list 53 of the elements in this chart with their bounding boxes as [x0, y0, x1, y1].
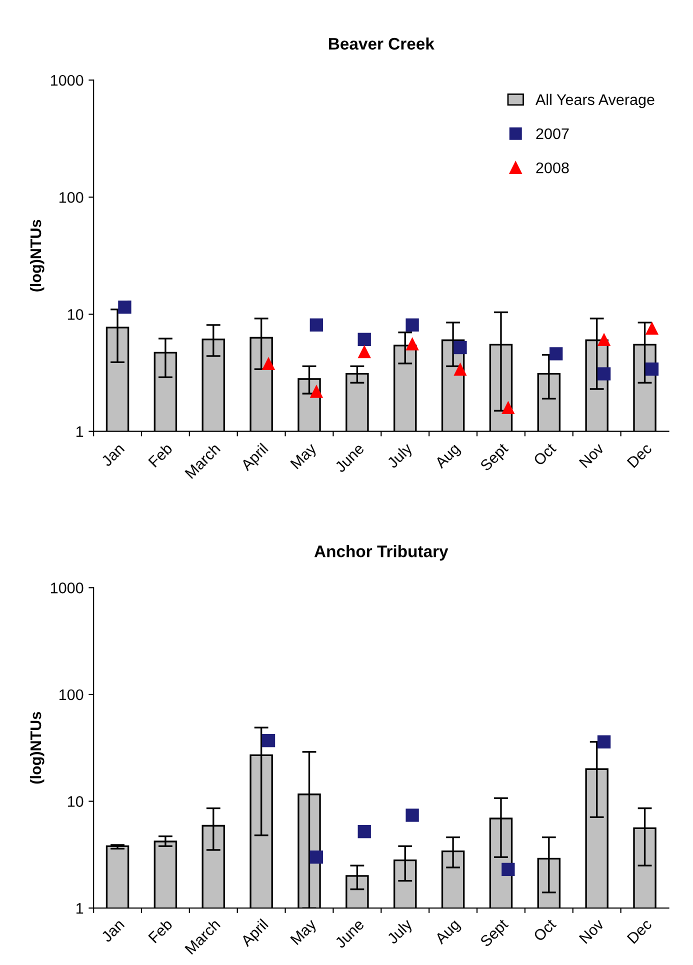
y-axis-title: (log)NTUs — [30, 220, 44, 292]
y-tick-label: 100 — [60, 192, 84, 203]
point — [502, 400, 515, 414]
y-tick-label: 10 — [68, 309, 84, 320]
point — [597, 735, 611, 748]
y-tick-label: 1000 — [51, 74, 84, 86]
y-tick-label: 10 — [68, 796, 84, 807]
x-tick-label: Nov — [578, 918, 605, 944]
point — [262, 734, 276, 748]
point — [358, 825, 371, 838]
x-tick-label: July — [386, 442, 416, 472]
point — [454, 362, 467, 376]
x-tick-label: Oct — [532, 442, 557, 466]
y-tick-label: 1 — [76, 426, 84, 437]
x-tick-label: Dec — [626, 442, 652, 468]
point — [310, 384, 324, 398]
x-tick-label: Aug — [434, 442, 462, 472]
point — [118, 300, 132, 314]
chart-title: Beaver Creek — [328, 37, 434, 50]
legend-label: 2008 — [536, 162, 569, 174]
x-tick-label: May — [290, 918, 320, 948]
point — [597, 367, 611, 380]
point — [597, 332, 611, 346]
x-tick-label: Feb — [148, 918, 173, 944]
point — [358, 332, 371, 346]
point — [358, 345, 371, 358]
x-tick-label: Aug — [434, 918, 462, 947]
legend-label: 2007 — [536, 128, 569, 140]
point — [645, 322, 659, 335]
x-tick-label: Jan — [100, 918, 125, 943]
y-tick-label: 1000 — [51, 582, 84, 594]
x-tick-label: Oct — [532, 918, 557, 942]
y-axis-title: (log)NTUs — [30, 712, 44, 784]
y-tick-label: 100 — [60, 689, 84, 700]
point — [550, 347, 563, 360]
x-tick-label: Jan — [100, 442, 125, 468]
point — [406, 318, 419, 332]
point — [406, 808, 419, 822]
y-tick-label: 1 — [76, 903, 84, 914]
point — [310, 318, 324, 332]
x-tick-label: July — [386, 918, 416, 947]
chart-title: Anchor Tributary — [314, 545, 448, 561]
x-tick-label: May — [290, 442, 320, 472]
point — [645, 362, 659, 376]
point — [502, 862, 515, 876]
legend-label: All Years Average — [536, 94, 654, 108]
x-tick-label: Feb — [148, 442, 173, 468]
point — [310, 850, 324, 864]
x-tick-label: Nov — [578, 442, 605, 468]
point — [262, 356, 276, 370]
point — [406, 337, 419, 350]
point — [454, 340, 467, 354]
x-tick-label: Dec — [626, 918, 652, 944]
